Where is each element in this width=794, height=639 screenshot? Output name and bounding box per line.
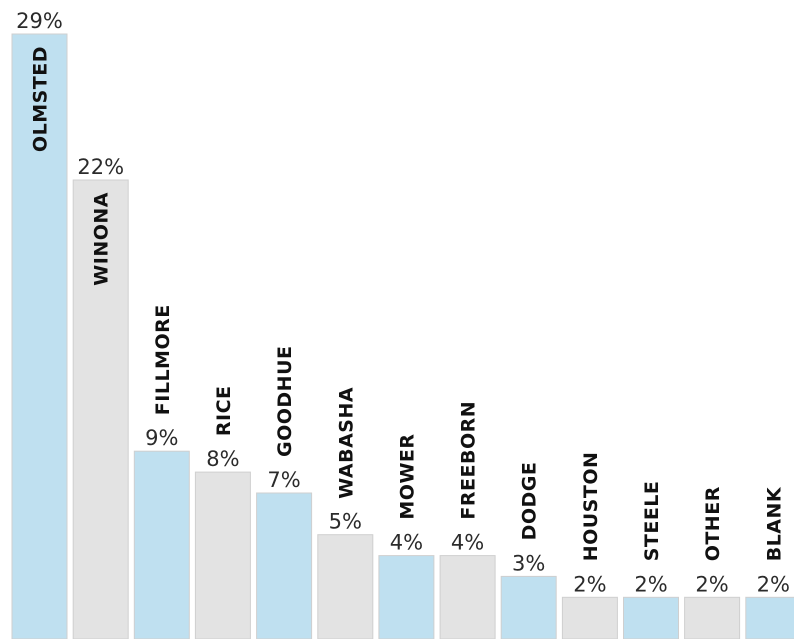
bar-mower [378, 555, 435, 639]
bar-houston [561, 596, 618, 639]
bar-blank [745, 596, 794, 639]
value-label-wabasha: 5% [329, 510, 362, 534]
category-label-steele: STEELE [641, 481, 663, 562]
bar-winona [72, 179, 129, 639]
bar-wabasha [317, 534, 374, 639]
value-label-mower: 4% [390, 531, 423, 555]
bar-fillmore [133, 450, 190, 639]
category-label-mower: MOWER [396, 433, 418, 519]
value-label-houston: 2% [573, 572, 606, 596]
value-label-goodhue: 7% [267, 468, 300, 492]
value-label-blank: 2% [757, 572, 790, 596]
value-label-winona: 22% [77, 155, 124, 179]
category-label-goodhue: GOODHUE [274, 346, 296, 457]
bar-other [684, 596, 741, 639]
bar-rice [194, 471, 251, 639]
category-label-wabasha: WABASHA [335, 387, 357, 499]
category-label-fillmore: FILLMORE [152, 304, 174, 415]
category-label-other: OTHER [702, 486, 724, 561]
category-label-olmsted: OLMSTED [30, 46, 52, 152]
bar-goodhue [256, 492, 313, 639]
category-label-houston: HOUSTON [580, 452, 602, 562]
value-label-dodge: 3% [512, 551, 545, 575]
category-label-winona: WINONA [91, 192, 113, 286]
category-label-blank: BLANK [763, 486, 785, 561]
value-label-steele: 2% [634, 572, 667, 596]
value-label-freeborn: 4% [451, 531, 484, 555]
category-label-freeborn: FREEBORN [458, 401, 480, 520]
bar-olmsted [11, 33, 68, 639]
value-label-other: 2% [695, 572, 728, 596]
bar-dodge [500, 575, 557, 639]
value-label-olmsted: 29% [16, 9, 63, 33]
value-label-fillmore: 9% [145, 426, 178, 450]
value-label-rice: 8% [206, 447, 239, 471]
bar-freeborn [439, 555, 496, 639]
category-label-dodge: DODGE [519, 462, 541, 541]
category-label-rice: RICE [213, 385, 235, 436]
bar-steele [623, 596, 679, 639]
